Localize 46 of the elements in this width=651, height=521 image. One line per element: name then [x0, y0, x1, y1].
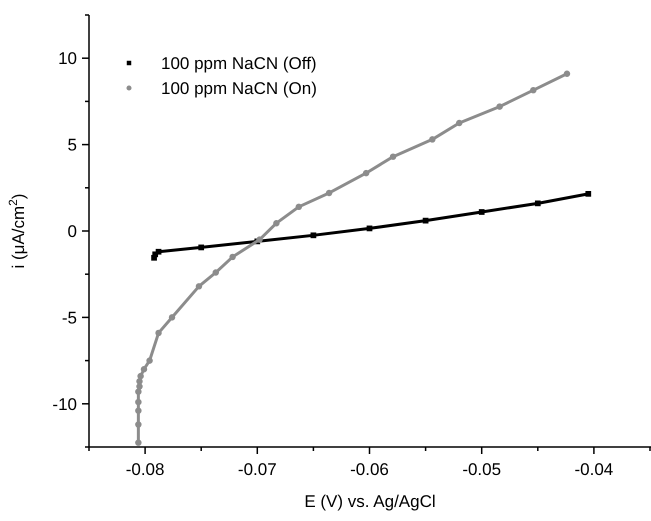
point — [135, 407, 142, 414]
point — [135, 421, 142, 428]
point — [198, 244, 204, 250]
point — [140, 366, 148, 372]
point — [362, 170, 370, 176]
y-tick-label: 5 — [68, 136, 77, 155]
point — [155, 330, 162, 336]
point — [310, 232, 316, 238]
x-tick-label: -0.06 — [350, 460, 389, 479]
x-tick-label: -0.07 — [238, 460, 277, 479]
point — [390, 153, 396, 160]
point — [137, 372, 144, 380]
legend-label: 100 ppm NaCN (Off) — [161, 54, 317, 73]
point — [456, 120, 462, 126]
point — [534, 200, 541, 206]
y-tick-label: 0 — [68, 222, 77, 241]
point — [135, 439, 142, 446]
point — [196, 283, 202, 290]
point — [366, 226, 372, 232]
point — [273, 220, 280, 226]
point — [326, 190, 332, 196]
point — [136, 378, 143, 385]
x-tick-label: -0.04 — [574, 460, 614, 479]
legend-label: 100 ppm NaCN (On) — [161, 79, 317, 98]
point — [135, 388, 142, 395]
x-tick-label: -0.05 — [462, 460, 502, 479]
point — [585, 190, 592, 197]
y-tick-label: 10 — [58, 49, 77, 68]
point — [422, 218, 428, 224]
x-axis-title: E (V) vs. Ag/AgCl — [304, 492, 436, 511]
y-tick-label: -10 — [52, 394, 77, 414]
point — [478, 209, 485, 215]
x-tick-label: -0.08 — [126, 460, 164, 479]
point — [564, 70, 570, 77]
point — [256, 236, 263, 243]
point — [156, 248, 162, 255]
point — [168, 314, 176, 321]
point — [135, 398, 142, 406]
point — [296, 204, 302, 210]
point — [429, 136, 436, 143]
point — [146, 357, 153, 364]
point — [229, 254, 236, 260]
y-tick-label: -5 — [62, 308, 77, 328]
point — [496, 103, 503, 110]
point — [212, 269, 220, 276]
point — [530, 86, 537, 94]
